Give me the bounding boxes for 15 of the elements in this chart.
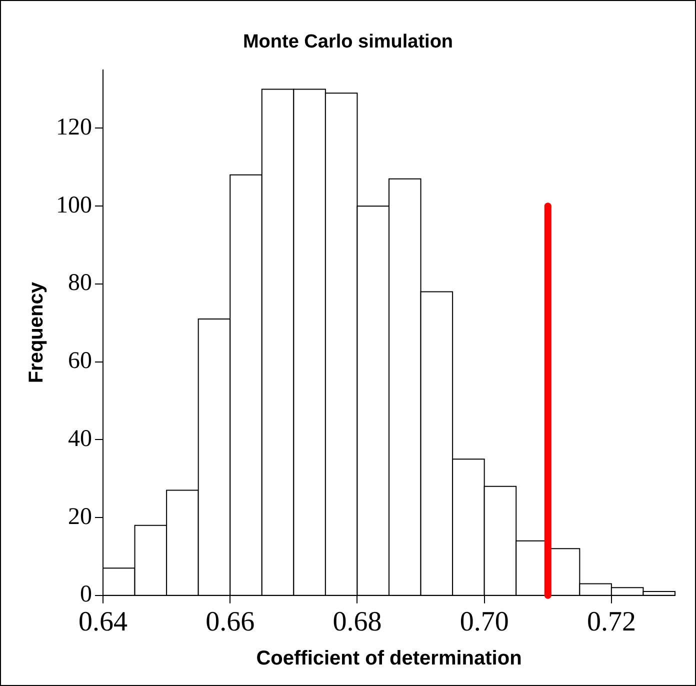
x-tick-label: 0.66 (206, 606, 255, 638)
x-axis-title: Coefficient of determination (256, 648, 522, 670)
y-axis-title: Frequency (26, 281, 48, 384)
y-tick-label: 120 (56, 114, 92, 140)
y-tick-label: 0 (80, 582, 92, 608)
x-tick-label: 0.72 (586, 606, 636, 638)
y-tick-label: 80 (68, 270, 92, 296)
y-tick-label: 100 (56, 192, 92, 218)
x-tick-label: 0.70 (460, 606, 509, 638)
y-tick-label: 40 (68, 426, 92, 452)
y-tick-label: 20 (68, 504, 92, 530)
x-tick-label: 0.68 (332, 606, 382, 638)
y-tick-label: 60 (68, 348, 92, 374)
x-tick-label: 0.64 (78, 606, 128, 638)
chart-title: Monte Carlo simulation (242, 32, 454, 53)
